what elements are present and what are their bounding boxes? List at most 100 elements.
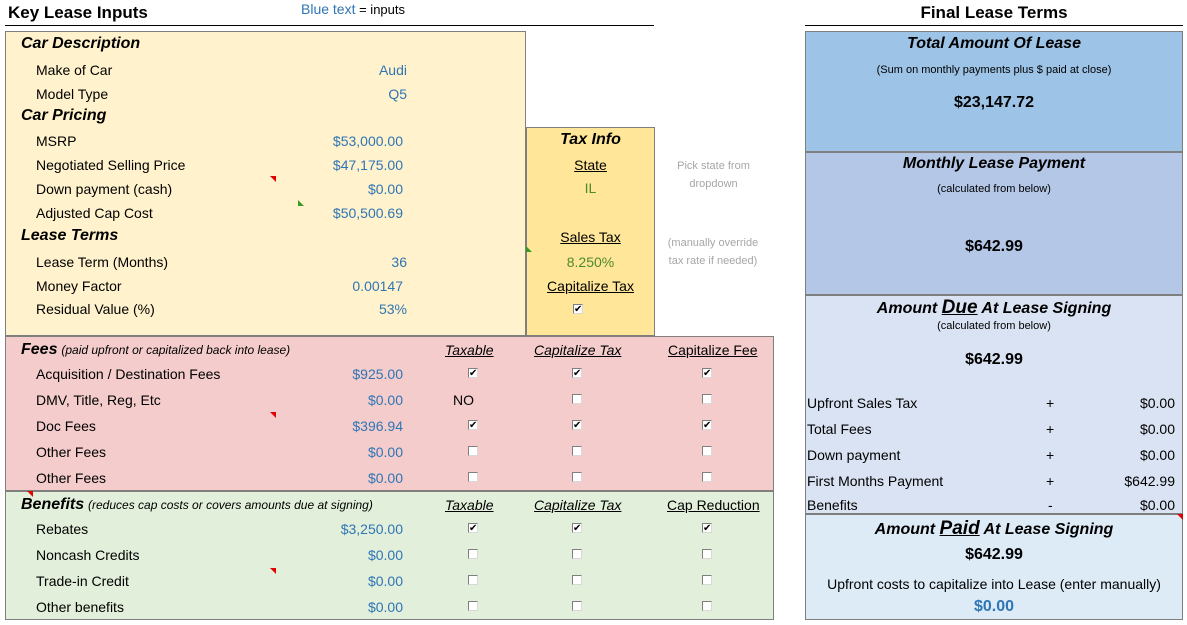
fee-input[interactable]: $0.00 — [367, 392, 403, 408]
negotiated-price-label: Negotiated Selling Price — [36, 157, 186, 173]
model-input[interactable]: Q5 — [388, 86, 407, 102]
car-description-heading: Car Description — [21, 35, 141, 52]
benefit-input[interactable]: $0.00 — [367, 547, 403, 563]
amount-due-title: Amount Due At Lease Signing — [805, 297, 1183, 319]
fees-heading-row: Fees (paid upfront or capitalized back i… — [21, 341, 290, 359]
fee-label: Other Fees — [36, 444, 107, 460]
benefit-input[interactable]: $0.00 — [367, 573, 403, 589]
fee-taxable-text: NO — [453, 392, 474, 408]
residual-value-input[interactable]: 53% — [378, 301, 407, 317]
amount-paid-title-post: At Lease Signing — [979, 521, 1114, 538]
msrp-label: MSRP — [36, 133, 77, 149]
breakdown-operator: + — [1046, 395, 1055, 411]
amount-due-title-pre: Amount — [876, 300, 942, 317]
fee-label: Other Fees — [36, 470, 107, 486]
model-label: Model Type — [36, 86, 109, 102]
amount-due-value: $642.99 — [965, 351, 1023, 368]
benefits-col-taxable: Taxable — [445, 497, 494, 513]
amount-paid-title: Amount Paid At Lease Signing — [805, 518, 1183, 540]
fee-input[interactable]: $0.00 — [367, 470, 403, 486]
comment-indicator[interactable] — [270, 412, 276, 418]
benefit-taxable-checkbox[interactable] — [468, 549, 478, 559]
benefit-input[interactable]: $0.00 — [367, 599, 403, 615]
benefit-label: Rebates — [36, 521, 89, 537]
fees-col-taxable: Taxable — [445, 342, 494, 358]
amount-paid-title-pre: Amount — [874, 521, 940, 538]
benefits-heading-row: Benefits (reduces cap costs or covers am… — [21, 496, 373, 514]
car-inputs-panel — [5, 31, 526, 336]
benefit-taxable-checkbox[interactable] — [468, 575, 478, 585]
fee-taxable-checkbox[interactable] — [468, 368, 478, 378]
breakdown-label: Benefits — [807, 497, 858, 513]
fee-input[interactable]: $396.94 — [352, 418, 403, 434]
error-indicator — [526, 246, 532, 252]
fee-capitalize-fee-checkbox[interactable] — [702, 472, 712, 482]
fee-capitalize-tax-checkbox[interactable] — [572, 394, 582, 404]
error-indicator — [298, 200, 304, 206]
comment-indicator[interactable] — [270, 176, 276, 182]
fee-capitalize-fee-checkbox[interactable] — [702, 394, 712, 404]
state-dropdown[interactable]: IL — [584, 180, 597, 196]
fee-capitalize-tax-checkbox[interactable] — [572, 446, 582, 456]
tax-info-heading: Tax Info — [560, 131, 621, 148]
fee-capitalize-fee-checkbox[interactable] — [702, 420, 712, 430]
fee-input[interactable]: $0.00 — [367, 444, 403, 460]
benefit-cap-reduction-checkbox[interactable] — [702, 549, 712, 559]
fees-col-capitalize-tax: Capitalize Tax — [534, 342, 622, 358]
fee-capitalize-tax-checkbox[interactable] — [572, 420, 582, 430]
fee-taxable-checkbox[interactable] — [468, 420, 478, 430]
breakdown-operator: + — [1046, 447, 1055, 463]
benefit-capitalize-tax-checkbox[interactable] — [572, 575, 582, 585]
fee-capitalize-fee-checkbox[interactable] — [702, 368, 712, 378]
comment-indicator[interactable] — [27, 491, 33, 497]
breakdown-operator: + — [1046, 421, 1055, 437]
fee-input[interactable]: $925.00 — [352, 366, 403, 382]
right-title-underline — [805, 25, 1183, 26]
benefit-input[interactable]: $3,250.00 — [340, 521, 403, 537]
benefit-taxable-checkbox[interactable] — [468, 523, 478, 533]
fee-label: DMV, Title, Reg, Etc — [36, 392, 161, 408]
monthly-payment-panel — [805, 152, 1183, 295]
fee-capitalize-tax-checkbox[interactable] — [572, 472, 582, 482]
total-lease-panel — [805, 31, 1183, 152]
key-lease-inputs-title: Key Lease Inputs — [8, 3, 148, 22]
breakdown-value: $642.99 — [1124, 473, 1175, 489]
msrp-input[interactable]: $53,000.00 — [332, 133, 403, 149]
amount-due-title-big: Due — [941, 297, 978, 318]
money-factor-input[interactable]: 0.00147 — [352, 278, 403, 294]
sales-tax-input[interactable]: 8.250% — [566, 254, 615, 270]
fee-capitalize-tax-checkbox[interactable] — [572, 368, 582, 378]
benefit-capitalize-tax-checkbox[interactable] — [572, 601, 582, 611]
down-payment-input[interactable]: $0.00 — [367, 181, 403, 197]
benefit-cap-reduction-checkbox[interactable] — [702, 601, 712, 611]
capitalize-tax-checkbox[interactable] — [573, 304, 583, 314]
make-label: Make of Car — [36, 62, 113, 78]
negotiated-price-input[interactable]: $47,175.00 — [332, 157, 403, 173]
upfront-capitalize-input[interactable]: $0.00 — [973, 598, 1015, 615]
benefits-col-cap-reduction: Cap Reduction — [667, 497, 760, 513]
comment-indicator[interactable] — [270, 568, 276, 574]
left-title-underline — [5, 25, 654, 26]
benefit-cap-reduction-checkbox[interactable] — [702, 523, 712, 533]
breakdown-operator: + — [1046, 473, 1055, 489]
benefit-taxable-checkbox[interactable] — [468, 601, 478, 611]
fees-heading-note: (paid upfront or capitalized back into l… — [61, 343, 291, 357]
amount-due-title-post: At Lease Signing — [977, 300, 1112, 317]
make-input[interactable]: Audi — [378, 62, 407, 78]
monthly-payment-value: $642.99 — [965, 238, 1023, 255]
benefit-capitalize-tax-checkbox[interactable] — [572, 549, 582, 559]
benefits-panel — [5, 491, 774, 620]
fees-panel — [5, 336, 774, 491]
fee-capitalize-fee-checkbox[interactable] — [702, 446, 712, 456]
fee-taxable-checkbox[interactable] — [468, 446, 478, 456]
comment-indicator[interactable] — [1177, 514, 1183, 520]
lease-term-input[interactable]: 36 — [391, 254, 407, 270]
fee-taxable-checkbox[interactable] — [468, 472, 478, 482]
benefit-cap-reduction-checkbox[interactable] — [702, 575, 712, 585]
amount-paid-panel — [805, 514, 1183, 620]
benefit-capitalize-tax-checkbox[interactable] — [572, 523, 582, 533]
breakdown-label: Total Fees — [807, 421, 872, 437]
state-note-line1: Pick state from — [677, 160, 750, 172]
legend-inputs-text: = inputs — [355, 2, 405, 17]
lease-term-label: Lease Term (Months) — [36, 254, 169, 270]
